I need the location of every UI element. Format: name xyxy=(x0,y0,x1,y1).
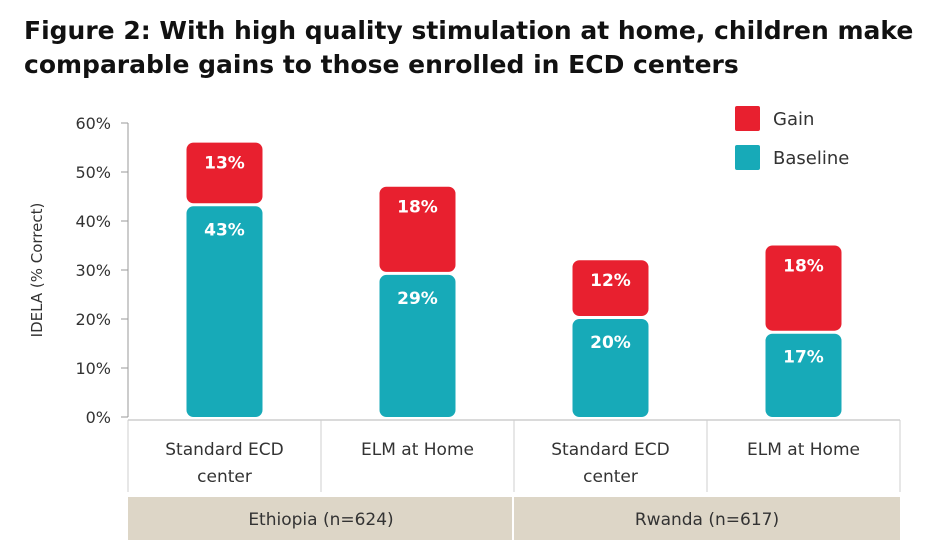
legend-label-gain: Gain xyxy=(773,109,814,130)
category-label: Standard ECD xyxy=(165,440,283,460)
chart-title-line-2: comparable gains to those enrolled in EC… xyxy=(24,50,739,79)
data-label-gain: 12% xyxy=(590,271,631,291)
category-label: center xyxy=(583,467,638,487)
y-tick-label: 20% xyxy=(75,310,111,329)
group-band-0 xyxy=(128,497,512,540)
y-axis-label: IDELA (% Correct) xyxy=(28,203,46,338)
chart-title-line-1: Figure 2: With high quality stimulation … xyxy=(24,16,914,45)
data-label-baseline: 20% xyxy=(590,333,631,353)
legend-label-baseline: Baseline xyxy=(773,148,849,169)
data-label-gain: 18% xyxy=(397,198,438,218)
bar-baseline-1 xyxy=(379,274,456,417)
data-label-gain: 13% xyxy=(204,154,245,174)
category-label: Standard ECD xyxy=(551,440,669,460)
legend-swatch-baseline xyxy=(735,145,760,170)
y-tick-label: 40% xyxy=(75,212,111,231)
bar-gain-2 xyxy=(572,260,649,316)
y-tick-label: 10% xyxy=(75,359,111,378)
category-label: center xyxy=(197,467,252,487)
y-tick-label: 0% xyxy=(86,408,111,427)
bar-baseline-0 xyxy=(186,206,263,417)
bar-gain-3 xyxy=(765,245,842,331)
group-label: Ethiopia (n=624) xyxy=(248,510,393,530)
data-label-baseline: 43% xyxy=(204,220,245,240)
y-tick-label: 60% xyxy=(75,114,111,133)
y-tick-label: 50% xyxy=(75,163,111,182)
data-label-gain: 18% xyxy=(783,257,824,277)
category-label: ELM at Home xyxy=(747,440,860,460)
category-label: ELM at Home xyxy=(361,440,474,460)
data-label-baseline: 17% xyxy=(783,348,824,368)
y-tick-label: 30% xyxy=(75,261,111,280)
data-label-baseline: 29% xyxy=(397,289,438,309)
chart-title: Figure 2: With high quality stimulation … xyxy=(24,14,914,82)
bar-gain-0 xyxy=(186,142,263,204)
group-label: Rwanda (n=617) xyxy=(635,510,779,530)
bar-baseline-2 xyxy=(572,319,649,417)
bar-gain-1 xyxy=(379,186,456,272)
legend-swatch-gain xyxy=(735,106,760,131)
group-band-1 xyxy=(514,497,900,540)
bar-baseline-3 xyxy=(765,333,842,417)
